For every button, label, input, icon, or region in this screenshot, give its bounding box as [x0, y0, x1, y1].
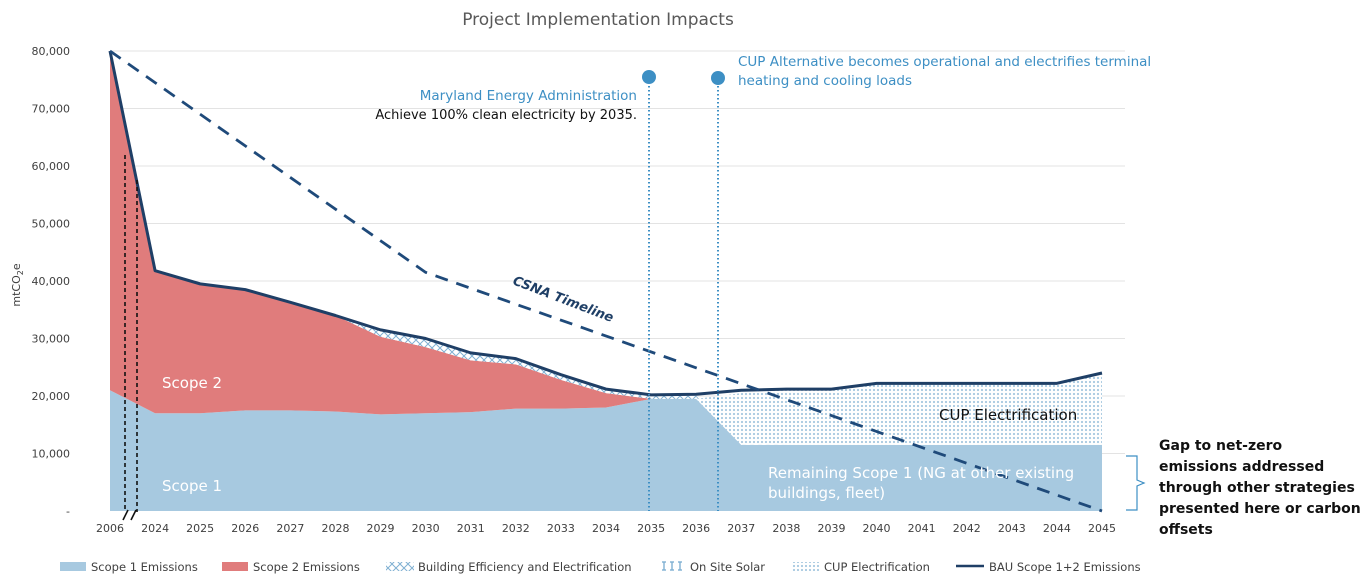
legend-scope1: Scope 1 Emissions — [91, 560, 198, 574]
x-tick-label-2039: 2039 — [817, 522, 845, 535]
area-scope1-emissions — [110, 390, 1102, 511]
area-cup-electrification — [696, 373, 1102, 445]
x-tick-label-2038: 2038 — [772, 522, 800, 535]
x-tick-label-2037: 2037 — [727, 522, 755, 535]
gap-text-line4: presented here or carbon — [1159, 501, 1361, 517]
cup-annotation-line2: heating and cooling loads — [738, 73, 912, 89]
y-tick-label-30000: 30,000 — [32, 333, 71, 346]
gap-text-line3: through other strategies — [1159, 480, 1355, 496]
legend-swatch-scope1 — [60, 562, 86, 571]
gap-bracket — [1126, 455, 1146, 511]
mea-marker-dot — [642, 70, 656, 84]
y-axis-label: mtCO2e — [10, 263, 25, 306]
legend-bau: BAU Scope 1+2 Emissions — [989, 560, 1141, 574]
x-tick-label-2024: 2024 — [141, 522, 169, 535]
area-scope2-emissions — [110, 51, 1102, 445]
x-tick-label-2044: 2044 — [1043, 522, 1071, 535]
gap-text-line2: emissions addressed — [1159, 459, 1324, 475]
legend-swatch-building — [386, 562, 414, 571]
x-tick-label-2043: 2043 — [998, 522, 1026, 535]
legend-swatch-scope2 — [222, 562, 248, 571]
chart-title: Project Implementation Impacts — [462, 10, 734, 30]
mea-annotation-text: Achieve 100% clean electricity by 2035. — [375, 108, 637, 123]
x-axis-ticks: 2006 2024 2025 2026 2027 2028 2029 2030 2031 2032… — [96, 522, 1116, 535]
legend-cup: CUP Electrification — [824, 560, 930, 574]
x-tick-label-2006: 2006 — [96, 522, 124, 535]
x-tick-label-2026: 2026 — [231, 522, 259, 535]
y-tick-label-80000: 80,000 — [32, 45, 71, 58]
x-tick-label-2040: 2040 — [863, 522, 891, 535]
x-tick-label-2025: 2025 — [186, 522, 214, 535]
legend-scope2: Scope 2 Emissions — [253, 560, 360, 574]
y-tick-label-70000: 70,000 — [32, 103, 71, 116]
cup-marker-dot — [711, 71, 725, 85]
legend-solar: On Site Solar — [690, 560, 765, 574]
x-tick-label-2036: 2036 — [682, 522, 710, 535]
x-tick-label-2030: 2030 — [412, 522, 440, 535]
x-tick-label-2032: 2032 — [502, 522, 530, 535]
x-tick-label-2035: 2035 — [637, 522, 665, 535]
mea-annotation-title: Maryland Energy Administration — [420, 88, 637, 104]
legend-swatch-cup — [792, 562, 820, 571]
y-tick-label-20000: 20,000 — [32, 390, 71, 403]
line-csna-timeline — [109, 49, 1103, 513]
x-tick-label-2045: 2045 — [1088, 522, 1116, 535]
legend-swatch-solar — [662, 561, 682, 571]
x-tick-label-2027: 2027 — [276, 522, 304, 535]
x-tick-label-2028: 2028 — [321, 522, 349, 535]
axis-break — [122, 155, 138, 521]
x-tick-label-2034: 2034 — [592, 522, 620, 535]
gap-text-line1: Gap to net-zero — [1159, 438, 1283, 454]
y-tick-label-0: - — [66, 505, 70, 518]
y-tick-label-40000: 40,000 — [32, 275, 71, 288]
line-bau-scope1-2 — [108, 50, 1103, 397]
y-tick-label-10000: 10,000 — [32, 448, 71, 461]
remaining-scope1-line2: buildings, fleet) — [768, 484, 885, 502]
x-tick-label-2041: 2041 — [908, 522, 936, 535]
scope1-area-label: Scope 1 — [162, 477, 222, 495]
gap-text-line5: offsets — [1159, 522, 1213, 538]
remaining-scope1-line1: Remaining Scope 1 (NG at other existing — [768, 464, 1074, 482]
y-tick-label-60000: 60,000 — [32, 160, 71, 173]
x-tick-label-2033: 2033 — [547, 522, 575, 535]
legend-building: Building Efficiency and Electrification — [418, 560, 632, 574]
line-series — [108, 49, 1103, 513]
csna-timeline-label: CSNA Timeline — [511, 274, 616, 326]
y-axis-ticks: - 10,000 20,000 30,000 40,000 50,000 60,000 70,… — [32, 45, 71, 518]
x-tick-label-2042: 2042 — [953, 522, 981, 535]
legend: Scope 1 Emissions Scope 2 Emissions Buil… — [60, 560, 1141, 574]
x-tick-label-2031: 2031 — [457, 522, 485, 535]
scope2-area-label: Scope 2 — [162, 374, 222, 392]
cup-area-label: CUP Electrification — [939, 406, 1077, 424]
y-tick-label-50000: 50,000 — [32, 218, 71, 231]
area-series — [110, 51, 1102, 511]
cup-annotation-line1: CUP Alternative becomes operational and … — [738, 54, 1151, 70]
x-tick-label-2029: 2029 — [367, 522, 395, 535]
milestone-markers — [642, 70, 725, 511]
